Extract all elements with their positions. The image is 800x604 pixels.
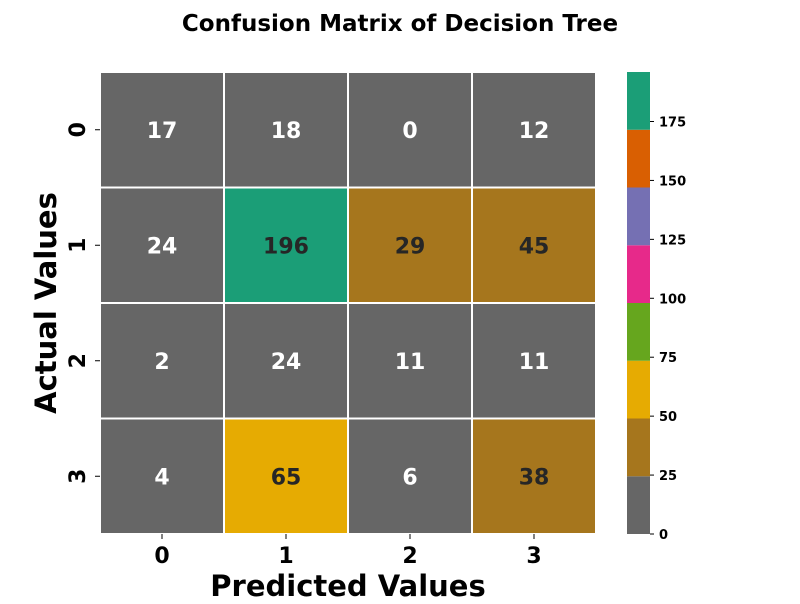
colorbar xyxy=(627,72,650,534)
chart-title: Confusion Matrix of Decision Tree xyxy=(182,11,618,37)
cell-value-label: 0 xyxy=(402,119,417,144)
cell-value-label: 29 xyxy=(395,234,426,259)
colorbar-segment xyxy=(627,245,650,303)
colorbar-tick-label: 100 xyxy=(659,292,686,307)
cell-value-label: 196 xyxy=(263,234,309,259)
y-axis-label: Actual Values xyxy=(29,192,63,414)
cell-value-label: 17 xyxy=(147,119,178,144)
cell-value-label: 45 xyxy=(519,234,550,259)
cell-value-label: 6 xyxy=(402,465,417,490)
cell-annotations: 17 18 0 12 24 196 29 45 2 24 11 11 4 65 6 38 xyxy=(147,119,550,491)
cell-value-label: 65 xyxy=(271,465,302,490)
heatmap-cell xyxy=(223,417,349,535)
colorbar-segment xyxy=(627,418,650,477)
colorbar-tick-label: 125 xyxy=(659,233,686,248)
colorbar-tick-label: 75 xyxy=(659,351,677,366)
y-tick-label: 2 xyxy=(66,353,91,368)
heatmap-cell xyxy=(471,417,597,535)
heatmap-cell xyxy=(471,302,597,420)
cell-value-label: 2 xyxy=(154,350,169,375)
cell-value-label: 11 xyxy=(395,350,426,375)
x-tick-label: 2 xyxy=(402,544,417,569)
heatmap-cell xyxy=(223,71,349,189)
heatmap-cell xyxy=(223,186,349,304)
cell-value-label: 4 xyxy=(154,465,169,490)
colorbar-tick-label: 0 xyxy=(659,528,668,543)
cell-value-label: 24 xyxy=(147,234,178,259)
colorbar-segment xyxy=(627,476,650,534)
y-tick-label: 0 xyxy=(66,122,91,137)
cell-value-label: 24 xyxy=(271,350,302,375)
x-tick-label: 1 xyxy=(278,544,293,569)
heatmap-cell xyxy=(223,302,349,420)
x-tick-label: 3 xyxy=(526,544,541,569)
heatmap-cell xyxy=(347,71,473,189)
colorbar-tick-label: 175 xyxy=(659,116,686,131)
colorbar-ticks: 0 25 50 75 100 125 150 175 xyxy=(650,116,686,543)
heatmap-cell xyxy=(471,71,597,189)
x-axis-label: Predicted Values xyxy=(210,569,485,600)
colorbar-segment xyxy=(627,129,650,188)
y-axis-ticks: 0 1 2 3 xyxy=(66,122,100,484)
colorbar-segment xyxy=(627,187,650,246)
colorbar-segment xyxy=(627,303,650,361)
colorbar-tick-label: 25 xyxy=(659,469,677,484)
heatmap-cells xyxy=(99,71,597,535)
y-tick-label: 3 xyxy=(66,469,91,484)
colorbar-segment xyxy=(627,72,650,130)
cell-value-label: 38 xyxy=(519,465,550,490)
colorbar-tick-label: 150 xyxy=(659,174,686,189)
cell-value-label: 11 xyxy=(519,350,550,375)
y-tick-label: 1 xyxy=(66,238,91,253)
heatmap-cell xyxy=(99,71,225,189)
cell-value-label: 18 xyxy=(271,119,302,144)
heatmap-cell xyxy=(471,186,597,304)
x-tick-label: 0 xyxy=(154,544,169,569)
colorbar-segment xyxy=(627,360,650,419)
colorbar-tick-label: 50 xyxy=(659,410,677,425)
x-axis-ticks: 0 1 2 3 xyxy=(154,534,542,569)
cell-value-label: 12 xyxy=(519,119,550,144)
